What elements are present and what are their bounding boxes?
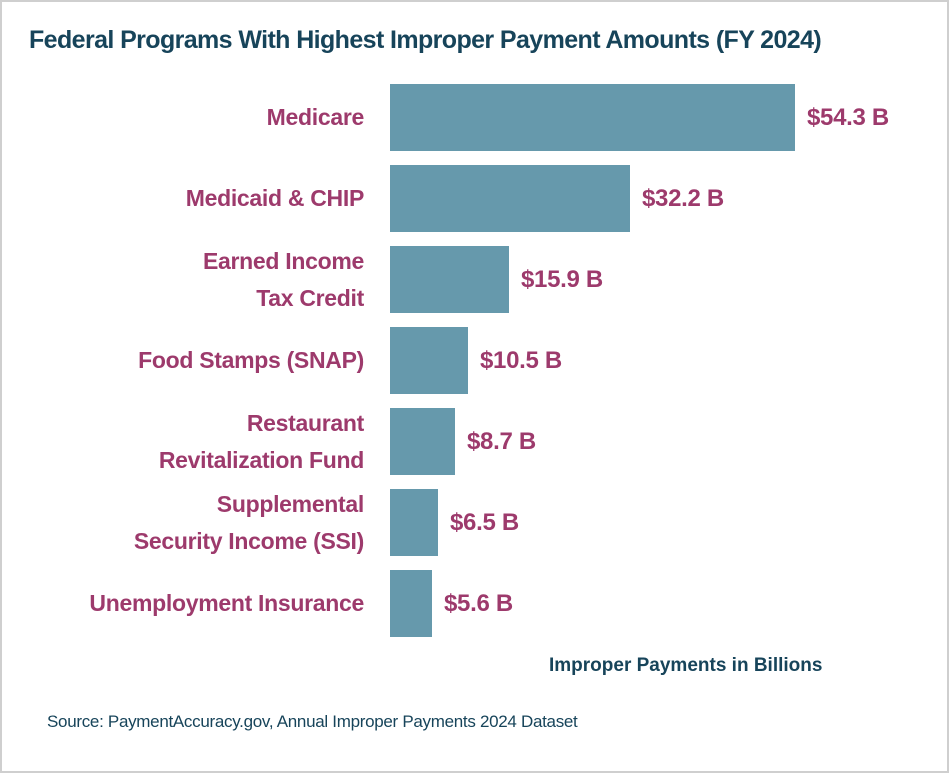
bar xyxy=(390,246,509,313)
bar xyxy=(390,570,432,637)
category-label: Restaurant Revitalization Fund xyxy=(158,409,364,473)
value-label: $15.9 B xyxy=(521,265,603,293)
category-label: Food Stamps (SNAP) xyxy=(138,347,364,373)
value-label: $8.7 B xyxy=(467,427,536,455)
bar-chart: Medicare $54.3 B Medicaid & CHIP $32.2 B… xyxy=(2,84,947,651)
chart-row: Medicaid & CHIP $32.2 B xyxy=(2,165,947,232)
category-label: Medicaid & CHIP xyxy=(185,185,365,211)
bar xyxy=(390,489,438,556)
value-label: $10.5 B xyxy=(480,346,562,374)
value-label: $5.6 B xyxy=(444,589,513,617)
axis-caption: Improper Payments in Billions xyxy=(549,655,823,676)
chart-row: Earned Income Tax Credit $15.9 B xyxy=(2,246,947,313)
bar xyxy=(390,408,455,475)
bar-zone: $5.6 B xyxy=(390,570,947,637)
bar-zone: $8.7 B xyxy=(390,408,947,475)
chart-row: Supplemental Security Income (SSI) $6.5 … xyxy=(2,489,947,556)
bar-zone: $32.2 B xyxy=(390,165,947,232)
value-label: $6.5 B xyxy=(450,508,519,536)
chart-row: Food Stamps (SNAP) $10.5 B xyxy=(2,327,947,394)
category-label: Earned Income Tax Credit xyxy=(203,247,364,311)
chart-row: Unemployment Insurance $5.6 B xyxy=(2,570,947,637)
category-label: Unemployment Insurance xyxy=(89,590,364,616)
chart-row: Restaurant Revitalization Fund $8.7 B xyxy=(2,408,947,475)
bar-zone: $6.5 B xyxy=(390,489,947,556)
bar xyxy=(390,327,468,394)
source-note: Source: PaymentAccuracy.gov, Annual Impr… xyxy=(47,712,578,731)
bar-zone: $15.9 B xyxy=(390,246,947,313)
value-label: $32.2 B xyxy=(642,184,724,212)
bar-zone: $54.3 B xyxy=(390,84,947,151)
value-label: $54.3 B xyxy=(807,103,889,131)
bar xyxy=(390,84,795,151)
chart-row: Medicare $54.3 B xyxy=(2,84,947,151)
bar-zone: $10.5 B xyxy=(390,327,947,394)
bar xyxy=(390,165,630,232)
category-label: Supplemental Security Income (SSI) xyxy=(133,490,364,554)
category-label: Medicare xyxy=(266,104,365,130)
chart-title: Federal Programs With Highest Improper P… xyxy=(29,26,822,54)
